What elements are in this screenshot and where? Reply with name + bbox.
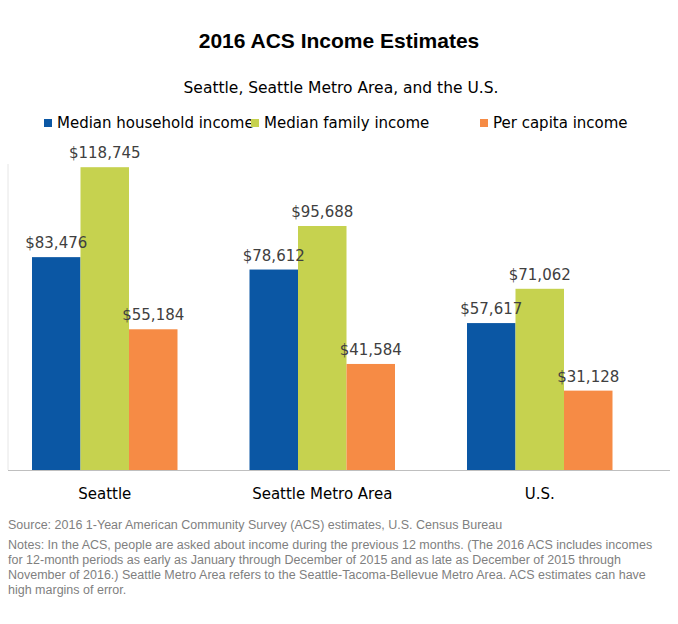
data-labels: $83,476 $118,745 $55,184 $78,612 $95,688 $41,…	[25, 144, 619, 385]
bar	[347, 364, 396, 470]
data-label: $41,584	[340, 341, 402, 359]
data-label: $95,688	[291, 203, 353, 221]
data-label: $57,617	[460, 300, 522, 318]
bar	[467, 323, 516, 470]
bar	[250, 270, 299, 470]
data-label: $83,476	[25, 234, 87, 252]
notes: Notes: In the ACS, people are asked abou…	[8, 538, 668, 598]
title: 2016 ACS Income Estimates	[199, 29, 480, 52]
legend-label: Median family income	[264, 114, 429, 132]
data-label: $71,062	[509, 266, 571, 284]
source: Source: 2016 1-Year American Community S…	[8, 518, 668, 533]
y-axis-line	[8, 164, 9, 470]
data-label: $118,745	[69, 144, 141, 162]
x-axis-line	[8, 470, 670, 471]
data-label: $31,128	[557, 368, 619, 386]
bar	[32, 257, 81, 470]
x-tick-label: U.S.	[525, 485, 555, 503]
bar	[564, 391, 613, 470]
legend: Median household income Median family inc…	[44, 114, 628, 132]
data-label: $55,184	[122, 306, 184, 324]
subtitle: Seattle, Seattle Metro Area, and the U.S…	[184, 79, 499, 97]
bars	[32, 167, 613, 470]
legend-swatch	[44, 119, 52, 127]
legend-swatch	[251, 119, 259, 127]
legend-swatch	[480, 119, 488, 127]
x-tick-label: Seattle Metro Area	[252, 485, 392, 503]
x-tick-label: Seattle	[78, 485, 131, 503]
bar	[129, 329, 178, 470]
legend-label: Per capita income	[493, 114, 628, 132]
legend-label: Median household income	[57, 114, 254, 132]
data-label: $78,612	[243, 247, 305, 265]
